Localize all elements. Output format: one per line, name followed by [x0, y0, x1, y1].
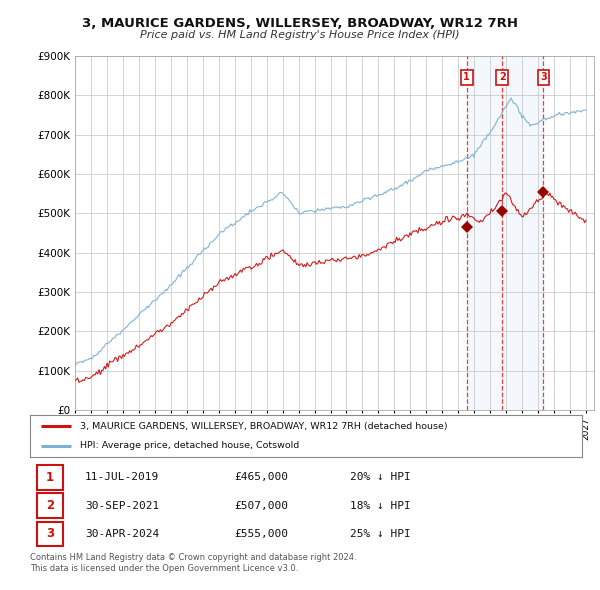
Text: £555,000: £555,000	[234, 529, 288, 539]
Text: £465,000: £465,000	[234, 473, 288, 482]
Text: 2: 2	[499, 73, 506, 82]
Text: 30-SEP-2021: 30-SEP-2021	[85, 501, 160, 510]
Bar	[467, 56, 544, 410]
Text: 1: 1	[463, 73, 470, 82]
Text: 3: 3	[540, 73, 547, 82]
Text: £507,000: £507,000	[234, 501, 288, 510]
Text: 20% ↓ HPI: 20% ↓ HPI	[350, 473, 411, 482]
Text: 3, MAURICE GARDENS, WILLERSEY, BROADWAY, WR12 7RH: 3, MAURICE GARDENS, WILLERSEY, BROADWAY,…	[82, 17, 518, 30]
Text: 30-APR-2024: 30-APR-2024	[85, 529, 160, 539]
Text: Contains HM Land Registry data © Crown copyright and database right 2024.
This d: Contains HM Land Registry data © Crown c…	[30, 553, 356, 573]
Text: 3: 3	[46, 527, 54, 540]
Text: 18% ↓ HPI: 18% ↓ HPI	[350, 501, 411, 510]
Text: Price paid vs. HM Land Registry's House Price Index (HPI): Price paid vs. HM Land Registry's House …	[140, 30, 460, 40]
Text: 11-JUL-2019: 11-JUL-2019	[85, 473, 160, 482]
Text: 25% ↓ HPI: 25% ↓ HPI	[350, 529, 411, 539]
Text: 1: 1	[46, 471, 54, 484]
Text: 2: 2	[46, 499, 54, 512]
FancyBboxPatch shape	[37, 522, 63, 546]
FancyBboxPatch shape	[37, 465, 63, 490]
Text: HPI: Average price, detached house, Cotswold: HPI: Average price, detached house, Cots…	[80, 441, 299, 450]
Text: 3, MAURICE GARDENS, WILLERSEY, BROADWAY, WR12 7RH (detached house): 3, MAURICE GARDENS, WILLERSEY, BROADWAY,…	[80, 422, 448, 431]
FancyBboxPatch shape	[37, 493, 63, 518]
